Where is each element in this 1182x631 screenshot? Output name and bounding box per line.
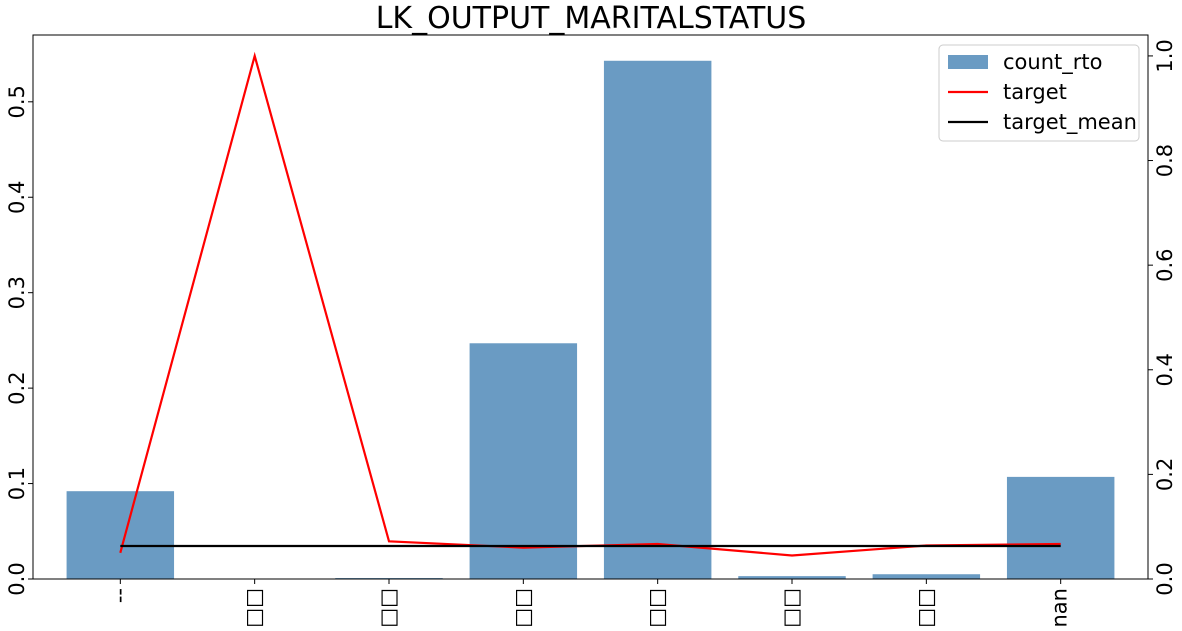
bar-count_rto-4 [603, 60, 712, 579]
x-tick-label-2: □□ [376, 588, 400, 628]
y-right-tick-label-4: 0.8 [1153, 144, 1177, 177]
x-tick-label-4: □□ [645, 588, 669, 628]
y-right-tick-label-0: 0.0 [1153, 562, 1177, 595]
y-ticks-left: 0.0 0.1 0.2 0.3 0.4 0.5 [5, 85, 33, 596]
axes-layer [32, 34, 1149, 580]
y-left-tick-label-3: 0.3 [5, 276, 29, 309]
x-tick-label-5: □□ [779, 588, 803, 628]
lines-layer [119, 51, 1061, 557]
x-tick-label-0: -- [107, 588, 131, 603]
y-right-tick-label-1: 0.2 [1153, 458, 1177, 491]
legend-swatch-count_rto [948, 55, 988, 69]
y-right-tick-label-3: 0.6 [1153, 248, 1177, 281]
legend-label-count_rto: count_rto [1003, 50, 1102, 75]
y-ticks-right: 0.0 0.2 0.4 0.6 0.8 1.0 [1148, 39, 1177, 596]
y-right-tick-label-5: 1.0 [1153, 39, 1177, 72]
x-tick-label-7: nan [1048, 588, 1072, 628]
y-left-tick-label-1: 0.1 [5, 467, 29, 500]
bar-count_rto-0 [66, 491, 175, 579]
bar-count_rto-6 [872, 574, 981, 579]
legend-label-target: target [1003, 80, 1067, 104]
y-left-tick-label-0: 0.0 [5, 562, 29, 595]
x-tick-label-3: □□ [510, 588, 534, 628]
y-left-tick-label-2: 0.2 [5, 371, 29, 404]
bar-count_rto-5 [738, 576, 846, 579]
bar-count_rto-7 [1006, 476, 1115, 579]
x-tick-label-6: □□ [913, 588, 937, 628]
x-ticks: -- □□ □□ □□ □□ □□ □□ nan [107, 579, 1072, 628]
bars-layer [66, 60, 1115, 579]
legend-label-target_mean: target_mean [1003, 110, 1137, 135]
y-left-tick-label-4: 0.4 [5, 181, 29, 214]
plot-frame [32, 34, 1149, 580]
legend-box [938, 44, 1140, 142]
y-right-tick-label-2: 0.4 [1153, 353, 1177, 386]
y-left-tick-label-5: 0.5 [5, 85, 29, 118]
x-tick-label-1: □□ [242, 588, 266, 628]
chart-title: LK_OUTPUT_MARITALSTATUS [376, 1, 807, 36]
line-target [119, 51, 1061, 557]
bar-count_rto-3 [469, 343, 578, 579]
